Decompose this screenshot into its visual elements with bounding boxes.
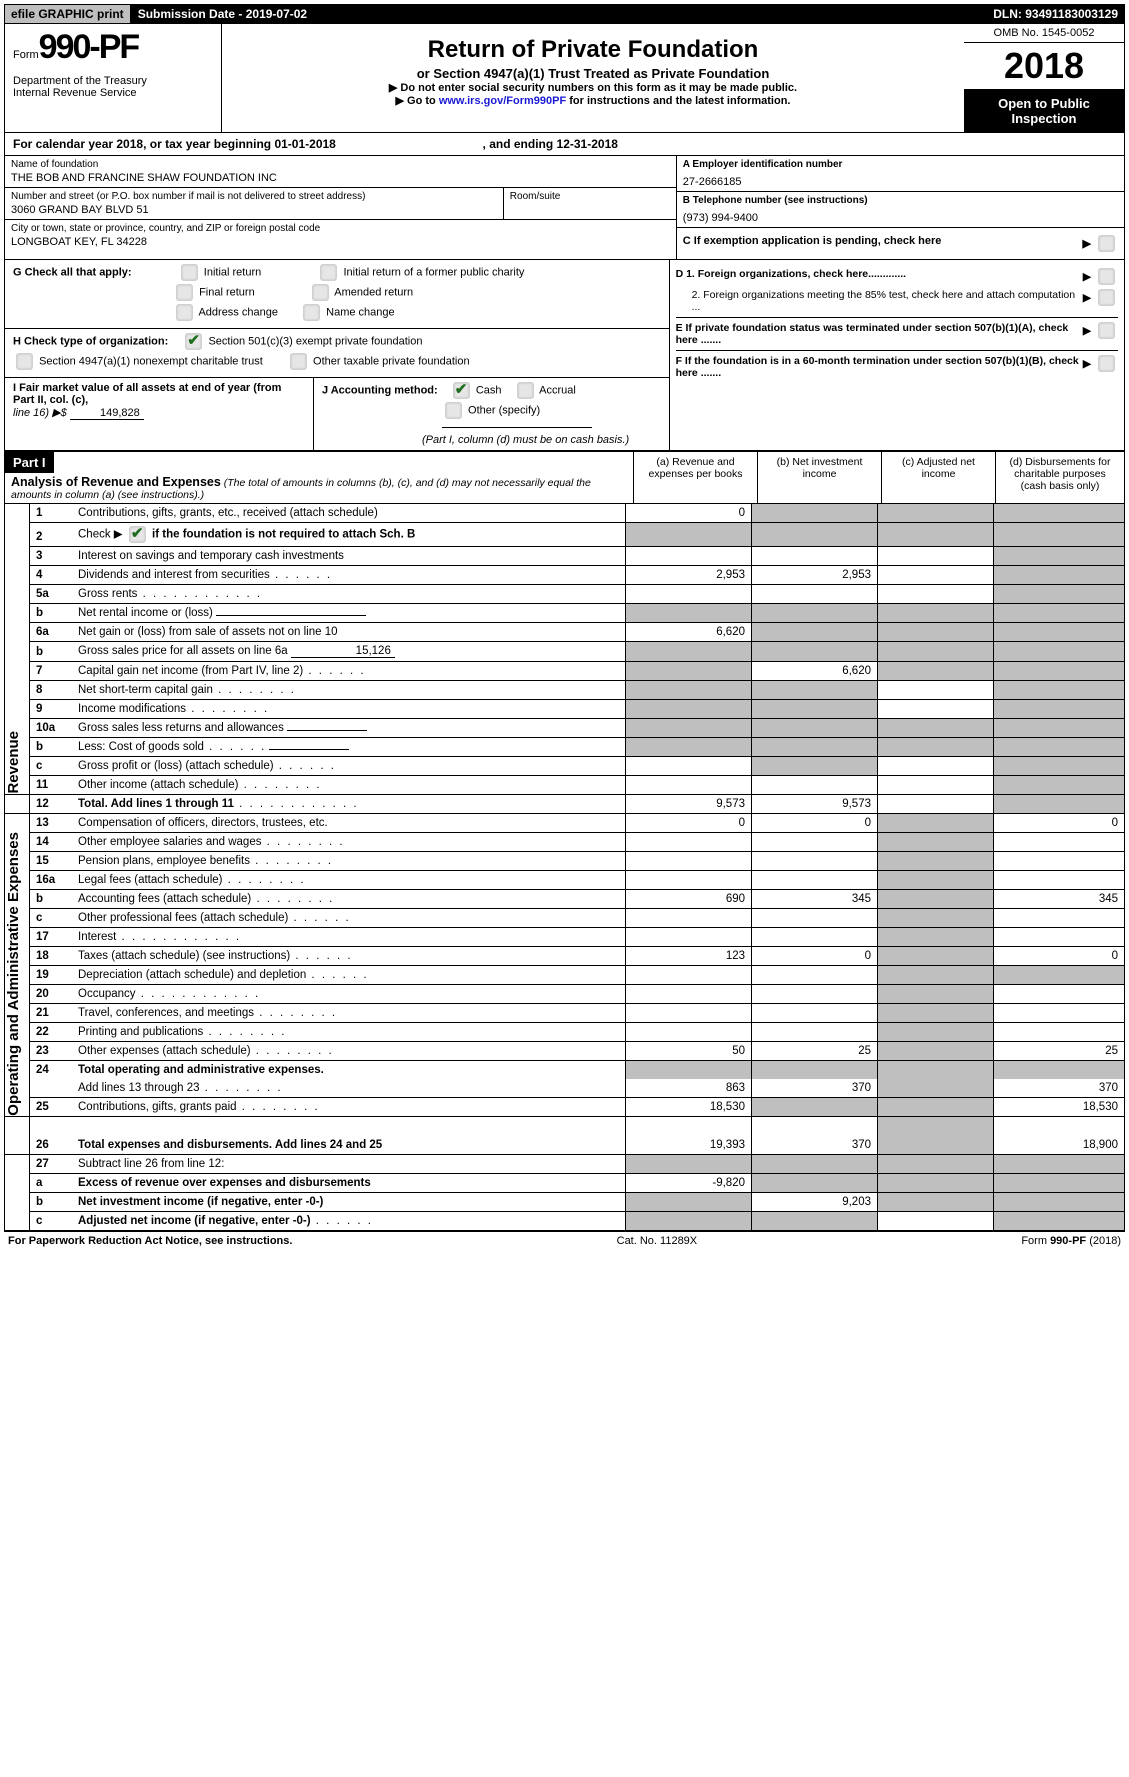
- form-footer: For Paperwork Reduction Act Notice, see …: [4, 1231, 1125, 1250]
- other-taxable-checkbox[interactable]: [290, 353, 307, 370]
- irs-link[interactable]: www.irs.gov/Form990PF: [439, 95, 566, 107]
- part1-table: Revenue 1 Contributions, gifts, grants, …: [4, 504, 1125, 1231]
- col-c-header: (c) Adjusted net income: [881, 452, 995, 503]
- final-return-checkbox[interactable]: [176, 284, 193, 301]
- foundation-info: Name of foundation THE BOB AND FRANCINE …: [4, 156, 1125, 260]
- form-title: Return of Private Foundation: [228, 36, 958, 64]
- form-header: Form990-PF Department of the Treasury In…: [4, 24, 1125, 133]
- name-change-checkbox[interactable]: [303, 304, 320, 321]
- street-address: 3060 GRAND BAY BLVD 51: [11, 204, 497, 216]
- dept-treasury: Department of the Treasury: [13, 75, 213, 87]
- 501c3-checkbox[interactable]: [185, 333, 202, 350]
- ein: 27-2666185: [683, 176, 1118, 188]
- foreign-org-checkbox[interactable]: [1098, 268, 1115, 285]
- efile-label: efile GRAPHIC print: [4, 4, 131, 24]
- 4947a1-checkbox[interactable]: [16, 353, 33, 370]
- address-change-checkbox[interactable]: [176, 304, 193, 321]
- room-suite: Room/suite: [504, 188, 676, 219]
- initial-former-charity-checkbox[interactable]: [320, 264, 337, 281]
- catalog-number: Cat. No. 11289X: [617, 1235, 698, 1247]
- dln: DLN: 93491183003129: [986, 4, 1125, 24]
- accrual-method-checkbox[interactable]: [517, 382, 534, 399]
- paperwork-notice: For Paperwork Reduction Act Notice, see …: [8, 1235, 292, 1247]
- city-state-zip: LONGBOAT KEY, FL 34228: [11, 236, 670, 248]
- foreign-85pct-checkbox[interactable]: [1098, 289, 1115, 306]
- col-d-header: (d) Disbursements for charitable purpose…: [995, 452, 1124, 503]
- amended-return-checkbox[interactable]: [312, 284, 329, 301]
- exemption-pending-checkbox[interactable]: [1098, 235, 1115, 252]
- 60month-termination-checkbox[interactable]: [1098, 355, 1115, 372]
- sch-b-checkbox[interactable]: [129, 526, 146, 543]
- form-number: 990-PF: [39, 28, 139, 66]
- top-bar: efile GRAPHIC print Submission Date - 20…: [4, 4, 1125, 24]
- col-b-header: (b) Net investment income: [757, 452, 881, 503]
- form-version: Form 990-PF (2018): [1021, 1235, 1121, 1247]
- form-subtitle: or Section 4947(a)(1) Trust Treated as P…: [228, 66, 958, 81]
- cash-method-checkbox[interactable]: [453, 382, 470, 399]
- submission-date: Submission Date - 2019-07-02: [131, 4, 987, 24]
- col-a-header: (a) Revenue and expenses per books: [633, 452, 757, 503]
- initial-return-checkbox[interactable]: [181, 264, 198, 281]
- tax-year: 2018: [964, 43, 1124, 90]
- fmv-assets: 149,828: [70, 407, 144, 420]
- omb-number: OMB No. 1545-0052: [964, 24, 1124, 43]
- telephone: (973) 994-9400: [683, 212, 1118, 224]
- public-inspection: Open to Public Inspection: [964, 90, 1124, 132]
- part1-header: Part I Analysis of Revenue and Expenses …: [4, 451, 1125, 504]
- foundation-name: THE BOB AND FRANCINE SHAW FOUNDATION INC: [11, 172, 670, 184]
- irs-label: Internal Revenue Service: [13, 87, 213, 99]
- expenses-label: Operating and Administrative Expenses: [5, 832, 22, 1116]
- revenue-label: Revenue: [5, 731, 22, 794]
- calendar-year-row: For calendar year 2018, or tax year begi…: [4, 133, 1125, 156]
- ssn-warning: ▶ Do not enter social security numbers o…: [228, 81, 958, 94]
- status-terminated-checkbox[interactable]: [1098, 322, 1115, 339]
- other-method-checkbox[interactable]: [445, 402, 462, 419]
